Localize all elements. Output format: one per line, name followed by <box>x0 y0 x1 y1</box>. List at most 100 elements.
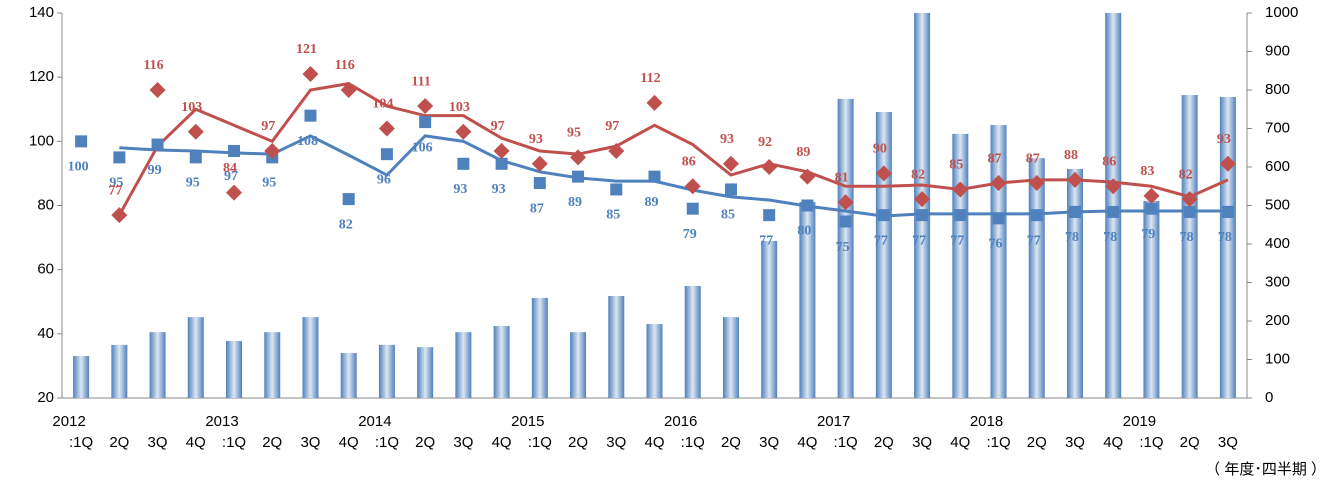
data-label: 111 <box>411 74 430 89</box>
bar <box>608 295 625 398</box>
data-label: 78 <box>1218 230 1232 245</box>
square-marker <box>877 209 890 222</box>
diamond-marker <box>646 94 663 111</box>
line <box>119 134 1228 218</box>
x-tick-label: :1Q <box>222 434 246 451</box>
square-marker <box>839 215 852 228</box>
data-label: 103 <box>181 100 202 115</box>
diamond-marker <box>264 142 281 159</box>
y2-tick-label: 200 <box>1265 312 1290 329</box>
diamond-marker <box>837 194 854 211</box>
bar <box>799 202 816 398</box>
data-label: 97 <box>224 169 238 184</box>
data-label: 100 <box>68 160 89 175</box>
data-label: 99 <box>148 163 162 178</box>
diamond-marker <box>111 207 128 224</box>
bar <box>302 317 319 398</box>
x-year-label: 2013 <box>205 413 238 430</box>
data-label: 86 <box>1102 154 1116 169</box>
square-marker <box>75 135 88 148</box>
bar <box>1066 168 1083 398</box>
data-label: 93 <box>492 182 506 197</box>
diamond-marker <box>952 181 969 198</box>
line <box>118 82 1229 216</box>
diamond-marker <box>187 123 204 140</box>
x-tick-label: 2Q <box>721 434 741 451</box>
x-tick-label: 4Q <box>492 434 512 451</box>
bar <box>531 297 548 398</box>
diamond-marker <box>531 155 548 172</box>
data-label: 81 <box>835 171 849 186</box>
x-tick-label: :1Q <box>69 434 93 451</box>
x-tick-label: 3Q <box>453 434 473 451</box>
x-tick-label: 2Q <box>262 434 282 451</box>
bar <box>1181 95 1198 398</box>
y2-tick-label: 800 <box>1265 81 1290 98</box>
data-label: 92 <box>758 135 772 150</box>
data-label: 96 <box>377 172 391 187</box>
square-marker <box>648 170 661 183</box>
data-label: 84 <box>223 161 237 176</box>
data-label: 77 <box>108 183 122 198</box>
square-marker <box>1030 209 1043 222</box>
bar <box>1219 96 1236 398</box>
bar <box>990 125 1007 398</box>
data-label: 89 <box>645 195 659 210</box>
diamond-marker <box>990 175 1007 192</box>
data-label: 103 <box>449 100 470 115</box>
x-tick-label: :1Q <box>375 434 399 451</box>
x-tick-label: 4Q <box>1103 434 1123 451</box>
square-marker <box>1145 202 1158 215</box>
data-label: 112 <box>640 71 660 86</box>
bar <box>722 317 739 398</box>
x-tick-label: 3Q <box>759 434 779 451</box>
x-year-label: 2019 <box>1123 413 1156 430</box>
square-marker <box>686 202 699 215</box>
diamond-marker <box>570 149 587 166</box>
data-label: 77 <box>912 233 926 248</box>
y2-tick-label: 900 <box>1265 42 1290 59</box>
diamond-marker <box>722 155 739 172</box>
bar <box>378 344 395 398</box>
data-label: 116 <box>335 58 355 73</box>
data-label: 89 <box>568 195 582 210</box>
data-label: 89 <box>796 145 810 160</box>
y2-tick-label: 100 <box>1265 350 1290 367</box>
y2-tick-label: 600 <box>1265 158 1290 175</box>
diamond-marker <box>226 184 243 201</box>
bar <box>875 111 892 398</box>
data-label: 85 <box>606 208 620 223</box>
square-marker <box>342 193 355 206</box>
data-label: 85 <box>721 208 735 223</box>
data-label: 106 <box>412 140 433 155</box>
y-tick-label: 120 <box>29 68 54 85</box>
square-marker <box>380 148 393 161</box>
y-tick-label: 40 <box>37 325 54 342</box>
square-marker <box>916 209 929 222</box>
x-year-label: 2014 <box>358 413 391 430</box>
bar <box>417 347 434 398</box>
x-year-label: 2016 <box>664 413 697 430</box>
diamond-marker <box>799 168 816 185</box>
diamond-marker <box>417 98 434 115</box>
y2-tick-label: 700 <box>1265 119 1290 136</box>
bar <box>646 324 663 398</box>
square-marker <box>610 183 623 196</box>
diamond-marker <box>455 123 472 140</box>
diamond-marker <box>608 142 625 159</box>
diamond-marker <box>1219 155 1236 172</box>
data-label: 93 <box>453 182 467 197</box>
data-label: 95 <box>109 176 123 191</box>
x-tick-label: 2Q <box>109 434 129 451</box>
y2-tick-label: 500 <box>1265 196 1290 213</box>
square-marker <box>457 157 470 170</box>
data-label: 77 <box>950 233 964 248</box>
data-label: 97 <box>605 119 619 134</box>
x-tick-label: 3Q <box>300 434 320 451</box>
x-tick-label: 2Q <box>874 434 894 451</box>
bar <box>1143 200 1160 398</box>
data-label: 77 <box>874 233 888 248</box>
y-tick-label: 80 <box>37 196 54 213</box>
data-label: 104 <box>372 97 393 112</box>
x-tick-label: 2Q <box>415 434 435 451</box>
